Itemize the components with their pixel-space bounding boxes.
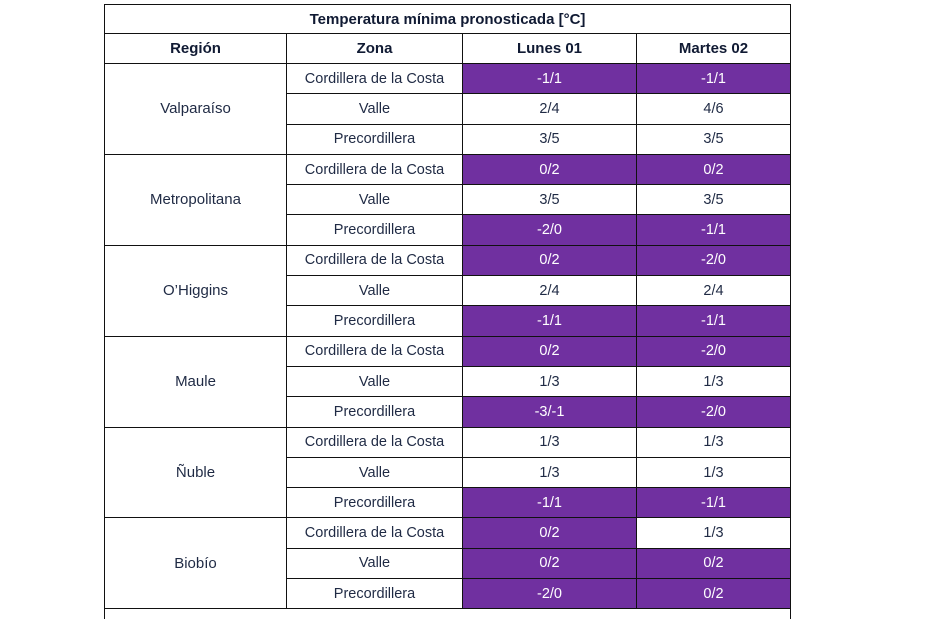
table-row: Valle 3/5 3/5 — [105, 184, 792, 216]
zone-cell: Valle — [286, 275, 463, 307]
lunes-value-cell: 0/2 — [462, 244, 637, 277]
martes-value-cell: 0/2 — [635, 547, 792, 580]
table-row: Precordillera -1/1 -1/1 — [105, 487, 792, 519]
zone-cell: Valle — [286, 184, 463, 216]
table-row: Ñuble Cordillera de la Costa 1/3 1/3 — [104, 426, 792, 519]
martes-value-cell: -2/0 — [635, 396, 792, 428]
martes-value-cell: 1/3 — [635, 426, 792, 458]
table-row: Metropolitana Cordillera de la Costa 0/2 0/… — [104, 153, 792, 246]
column-header-region: Región — [104, 33, 287, 64]
region-cell: Maule — [104, 335, 287, 428]
table-footer-row — [103, 608, 792, 620]
lunes-value-cell: -1/1 — [462, 487, 637, 519]
zone-cell: Precordillera — [286, 396, 463, 428]
zone-cell: Cordillera de la Costa — [286, 335, 463, 367]
table-body: Valparaíso Cordillera de la Costa -1/1 -1/1… — [103, 62, 792, 620]
martes-value-cell: -1/1 — [635, 62, 792, 95]
martes-value-cell: 3/5 — [635, 184, 792, 216]
zone-cell: Cordillera de la Costa — [286, 244, 463, 277]
column-header-lunes: Lunes 01 — [462, 33, 637, 64]
table-row: Precordillera -2/0 -1/1 — [105, 214, 792, 246]
lunes-value-cell: 1/3 — [462, 365, 637, 398]
lunes-value-cell: -3/-1 — [462, 396, 637, 428]
column-header-martes: Martes 02 — [635, 33, 792, 64]
zone-cell: Precordillera — [286, 487, 463, 519]
lunes-value-cell: 0/2 — [462, 547, 637, 580]
lunes-value-cell: -1/1 — [462, 62, 637, 95]
lunes-value-cell: 1/3 — [462, 426, 637, 458]
martes-value-cell: 2/4 — [635, 275, 792, 307]
zone-cell: Cordillera de la Costa — [286, 517, 463, 549]
lunes-value-cell: 0/2 — [462, 517, 637, 549]
lunes-value-cell: -2/0 — [462, 214, 637, 246]
martes-value-cell: 1/3 — [635, 456, 792, 489]
zone-cell: Cordillera de la Costa — [286, 62, 463, 95]
lunes-value-cell: 0/2 — [462, 153, 637, 186]
zone-cell: Cordillera de la Costa — [286, 426, 463, 458]
zone-cell: Valle — [286, 93, 463, 125]
lunes-value-cell: -2/0 — [462, 578, 637, 610]
region-cell: Valparaíso — [104, 63, 287, 155]
martes-value-cell: 1/3 — [635, 517, 792, 549]
zone-cell: Precordillera — [286, 214, 463, 246]
region-cell: Biobío — [104, 517, 287, 610]
table-row: Valle 2/4 2/4 — [105, 275, 792, 307]
table-row: Valparaíso Cordillera de la Costa -1/1 -1/1 — [104, 62, 792, 155]
martes-value-cell: -1/1 — [635, 305, 792, 337]
zone-cell: Valle — [286, 365, 463, 398]
martes-value-cell: -1/1 — [635, 487, 792, 519]
zone-cell: Precordillera — [286, 123, 463, 155]
zone-cell: Precordillera — [286, 305, 463, 337]
table-row: Valle 2/4 4/6 — [105, 93, 792, 125]
martes-value-cell: 0/2 — [635, 578, 792, 610]
zone-cell: Valle — [286, 547, 463, 580]
forecast-table: Temperatura mínima pronosticada [°C] Reg… — [103, 4, 792, 620]
table-row: Biobío Cordillera de la Costa 0/2 1/3 — [104, 517, 792, 610]
table-row: Valle 1/3 1/3 — [105, 456, 792, 489]
martes-value-cell: 1/3 — [635, 365, 792, 398]
table-row: Precordillera -2/0 0/2 — [105, 578, 792, 610]
column-header-zone: Zona — [286, 33, 463, 64]
zone-cell: Precordillera — [286, 578, 463, 610]
table-row: Valle 1/3 1/3 — [105, 365, 792, 398]
region-cell: O’Higgins — [104, 244, 287, 337]
lunes-value-cell: 1/3 — [462, 456, 637, 489]
martes-value-cell: 3/5 — [635, 123, 792, 155]
region-cell: Ñuble — [104, 426, 287, 519]
table-row: Precordillera -1/1 -1/1 — [105, 305, 792, 337]
table-row: O’Higgins Cordillera de la Costa 0/2 -2/0 — [104, 244, 792, 337]
lunes-value-cell: 2/4 — [462, 93, 637, 125]
lunes-value-cell: -1/1 — [462, 305, 637, 337]
table-row: Maule Cordillera de la Costa 0/2 -2/0 — [104, 335, 792, 428]
table-footer-cell — [103, 608, 792, 620]
table-row: Precordillera 3/5 3/5 — [105, 123, 792, 155]
lunes-value-cell: 3/5 — [462, 184, 637, 216]
lunes-value-cell: 2/4 — [462, 275, 637, 307]
zone-cell: Valle — [286, 456, 463, 489]
martes-value-cell: -2/0 — [635, 335, 792, 367]
martes-value-cell: 4/6 — [635, 93, 792, 125]
martes-value-cell: -2/0 — [635, 244, 792, 277]
zone-cell: Cordillera de la Costa — [286, 153, 463, 186]
lunes-value-cell: 3/5 — [462, 123, 637, 155]
lunes-value-cell: 0/2 — [462, 335, 637, 367]
martes-value-cell: 0/2 — [635, 153, 792, 186]
region-cell: Metropolitana — [104, 153, 287, 246]
table-title: Temperatura mínima pronosticada [°C] — [103, 4, 792, 34]
martes-value-cell: -1/1 — [635, 214, 792, 246]
column-header-row: Región Zona Lunes 01 Martes 02 — [104, 33, 792, 64]
